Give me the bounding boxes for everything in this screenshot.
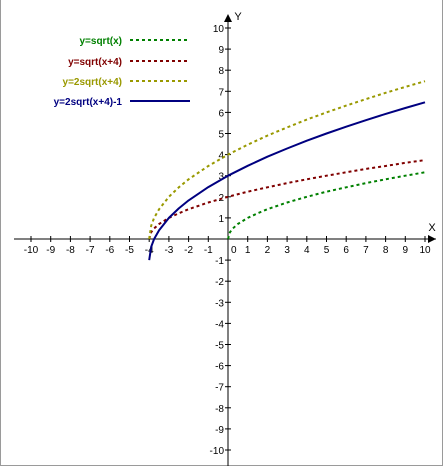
y-tick-label: 4: [218, 151, 224, 162]
y-tick-label: -5: [215, 341, 224, 352]
x-tick-label: -1: [204, 245, 213, 256]
y-axis-arrow: [224, 14, 232, 22]
y-tick-label: 9: [218, 45, 224, 56]
y-tick-label: 6: [218, 108, 224, 119]
axes: XY-10 -9 -8 -7 -6 -5 -4 -3 -2 -1 0 1 2 3 4 5 6 7 8 9 1010987…: [14, 11, 436, 466]
x-tick-label: 7: [363, 245, 369, 256]
y-tick-label: -9: [215, 425, 224, 436]
curves: [148, 80, 426, 261]
x-tick-label: -6: [105, 245, 114, 256]
x-axis-label: X: [428, 222, 436, 234]
x-tick-label: -2: [184, 245, 193, 256]
y-tick-label: 3: [218, 172, 224, 183]
y-tick-label: 1: [218, 214, 224, 225]
series-line-4: [148, 101, 426, 261]
series-line-1: [227, 171, 426, 240]
y-tick-label: -6: [215, 362, 224, 373]
x-tick-label: 1: [245, 245, 251, 256]
x-tick-label: 10: [419, 245, 431, 256]
x-tick-label: 0: [231, 245, 237, 256]
y-tick-label: -1: [215, 256, 224, 267]
x-tick-label: -3: [164, 245, 173, 256]
x-tick-label: -10: [24, 245, 39, 256]
y-tick-label: -7: [215, 383, 224, 394]
y-tick-label: -3: [215, 298, 224, 309]
legend-entry-label: y=2sqrt(x+4)-1: [54, 97, 123, 108]
y-tick-label: 8: [218, 66, 224, 77]
x-tick-label: -5: [125, 245, 134, 256]
y-tick-label: 10: [213, 24, 225, 35]
x-axis-arrow: [428, 235, 436, 243]
x-tick-label: -7: [86, 245, 95, 256]
y-axis-label: Y: [234, 11, 242, 23]
x-tick-label: -9: [46, 245, 55, 256]
y-tick-label: -2: [215, 277, 224, 288]
legend-entry-label: y=sqrt(x): [79, 36, 122, 47]
x-tick-label: -8: [66, 245, 75, 256]
legend: y=sqrt(x) y=sqrt(x+4) y=2sqrt(x+4) y=2sqrt(…: [54, 36, 190, 108]
y-tick-label: -4: [215, 319, 224, 330]
x-tick-label: -4: [145, 245, 154, 256]
y-tick-label: -8: [215, 404, 224, 415]
x-tick-label: 9: [403, 245, 409, 256]
y-tick-label: -10: [210, 446, 225, 457]
series-line-2: [148, 159, 426, 240]
x-tick-label: 2: [265, 245, 271, 256]
y-tick-label: 5: [218, 130, 224, 141]
legend-entry-label: y=sqrt(x+4): [68, 57, 122, 68]
y-tick-label: 7: [218, 87, 224, 98]
x-tick-label: 4: [304, 245, 310, 256]
x-tick-label: 5: [324, 245, 330, 256]
legend-entry-label: y=2sqrt(x+4): [63, 77, 122, 88]
x-tick-label: 6: [343, 245, 349, 256]
series-line-3: [148, 80, 426, 240]
x-tick-label: 3: [284, 245, 290, 256]
x-tick-label: 8: [383, 245, 389, 256]
